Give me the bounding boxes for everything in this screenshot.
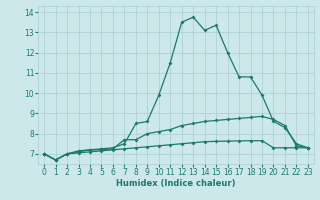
X-axis label: Humidex (Indice chaleur): Humidex (Indice chaleur) bbox=[116, 179, 236, 188]
